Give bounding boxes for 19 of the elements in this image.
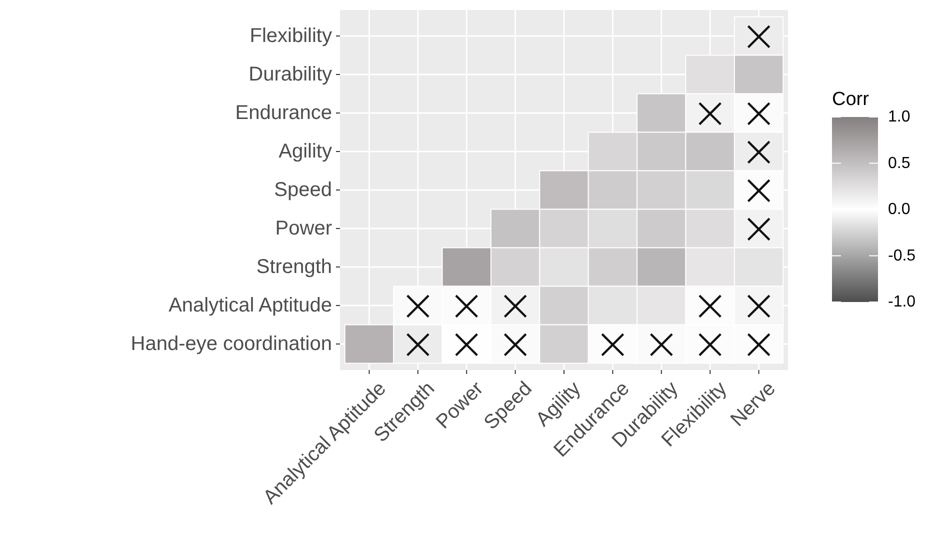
y-tick-label: Strength [256, 256, 332, 278]
color-bar-label: 0.0 [888, 201, 910, 218]
y-tick-label: Speed [274, 179, 332, 201]
y-tick-label: Hand-eye coordination [130, 333, 332, 356]
color-bar-label: 0.5 [888, 154, 910, 172]
y-tick-label: Power [275, 218, 332, 240]
y-tick-label: Agility [278, 140, 332, 162]
y-tick-label: Endurance [235, 102, 332, 124]
data-label: × [642, 318, 680, 370]
y-tick-label: Durability [248, 63, 332, 86]
color-bar-title: Corr [832, 89, 870, 110]
color-bar-label: -0.5 [888, 247, 916, 264]
data-label: × [692, 87, 729, 138]
y-tick-label: Flexibility [250, 24, 332, 47]
data-label: × [594, 318, 632, 370]
data-label: × [740, 10, 778, 62]
color-bar-label: -1.0 [888, 294, 916, 310]
color-bar-label: 1.0 [888, 108, 910, 126]
y-tick-label: Analytical Aptitude [168, 294, 332, 317]
